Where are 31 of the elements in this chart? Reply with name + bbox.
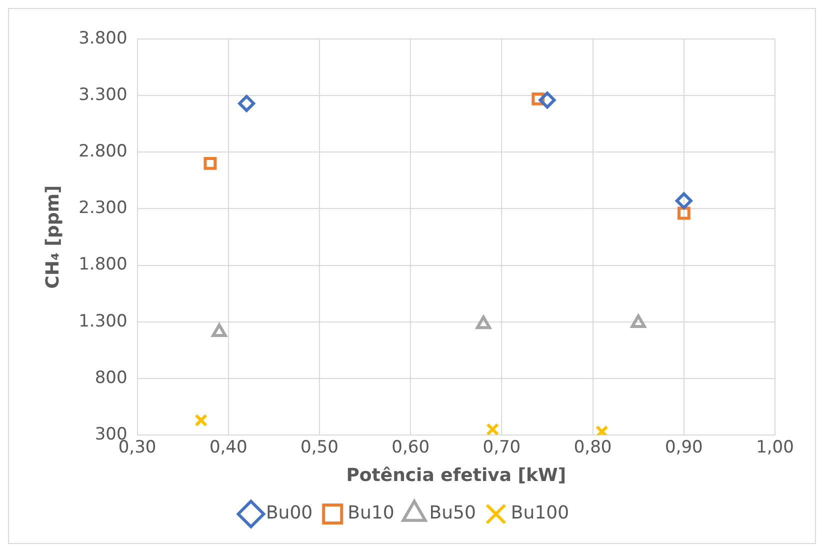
point xyxy=(677,206,690,220)
point xyxy=(538,92,556,109)
y-tick-label: 3.300 xyxy=(78,84,128,105)
y-tick-label: 800 xyxy=(94,368,128,388)
x-axis-title: Potência efetiva [kW] xyxy=(346,464,566,486)
point xyxy=(486,422,500,435)
point xyxy=(238,94,256,112)
y-tick-label: 3.800 xyxy=(78,28,128,48)
point xyxy=(194,414,208,427)
y-tick-label: 1.800 xyxy=(78,254,128,275)
point xyxy=(476,316,492,330)
x-tick-label: 0,40 xyxy=(209,438,248,458)
point xyxy=(630,314,646,328)
y-tick-label: 2.300 xyxy=(78,198,128,218)
x-tick-label: 0,70 xyxy=(482,438,521,458)
x-tick-label: 0,90 xyxy=(664,438,703,458)
x-tick-label: 1,00 xyxy=(756,438,794,458)
legend-label: Bu100 xyxy=(510,502,570,524)
point xyxy=(595,425,608,435)
y-tick-label: 1.300 xyxy=(78,311,128,332)
y-axis-title: CH₄ [ppm] xyxy=(42,185,64,289)
legend-label: Bu10 xyxy=(348,502,394,524)
x-tick-label: 0,60 xyxy=(392,438,430,458)
x-tick-label: 0,50 xyxy=(300,438,338,458)
x-tick-label: 0,80 xyxy=(574,438,612,458)
point xyxy=(675,192,692,210)
legend-label: Bu00 xyxy=(266,502,313,524)
point xyxy=(204,157,217,170)
point xyxy=(212,324,227,338)
legend-label: Bu50 xyxy=(429,502,476,524)
y-tick-label: 2.800 xyxy=(78,142,128,162)
